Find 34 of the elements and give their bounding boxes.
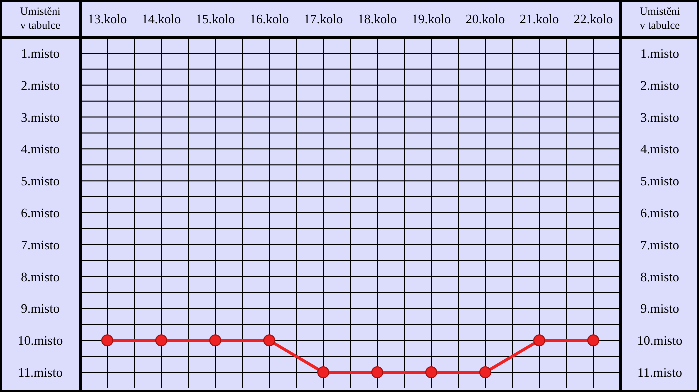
y2-tick-label: 10.misto [637,333,683,348]
x-tick-label: 22.kolo [574,12,614,26]
x-tick-label: 21.kolo [520,12,560,26]
y2-tick-label: 9.misto [640,301,680,316]
y2-tick-label: 3.misto [640,110,680,125]
y-tick-label: 11.misto [18,365,63,380]
y-tick-label: 2.misto [21,78,60,93]
y2-tick-label: 1.misto [640,46,680,61]
y-tick-label: 4.misto [21,142,60,157]
y-tick-label: 7.misto [21,237,60,252]
y-tick-label: 6.misto [21,206,60,220]
x-tick-label: 20.kolo [466,12,506,26]
y-tick-label: 8.misto [21,269,60,284]
y-axis-title: Umistěni v tabulce [20,6,61,32]
x-tick-label: 14.kolo [142,12,182,26]
y-tick-label: 3.misto [21,110,60,125]
x-tick-label: 19.kolo [412,12,452,26]
y2-axis-title: Umistěni v tabulce [640,6,680,32]
y-tick-label: 10.misto [18,333,64,348]
x-tick-label: 15.kolo [196,12,236,26]
x-tick-label: 17.kolo [304,12,344,26]
y-tick-label: 1.misto [21,46,60,61]
y2-tick-label: 2.misto [640,78,680,93]
y-tick-label: 5.misto [21,174,60,189]
y2-tick-label: 4.misto [640,142,680,157]
y2-tick-label: 6.misto [640,206,680,220]
x-tick-label: 13.kolo [88,12,128,26]
y2-tick-label: 7.misto [640,237,680,252]
y2-tick-label: 11.misto [638,365,682,380]
y2-tick-label: 8.misto [640,269,680,284]
x-tick-label: 16.kolo [250,12,290,26]
x-tick-label: 18.kolo [358,12,398,26]
y-tick-label: 9.misto [21,301,60,316]
y2-tick-label: 5.misto [640,174,680,189]
